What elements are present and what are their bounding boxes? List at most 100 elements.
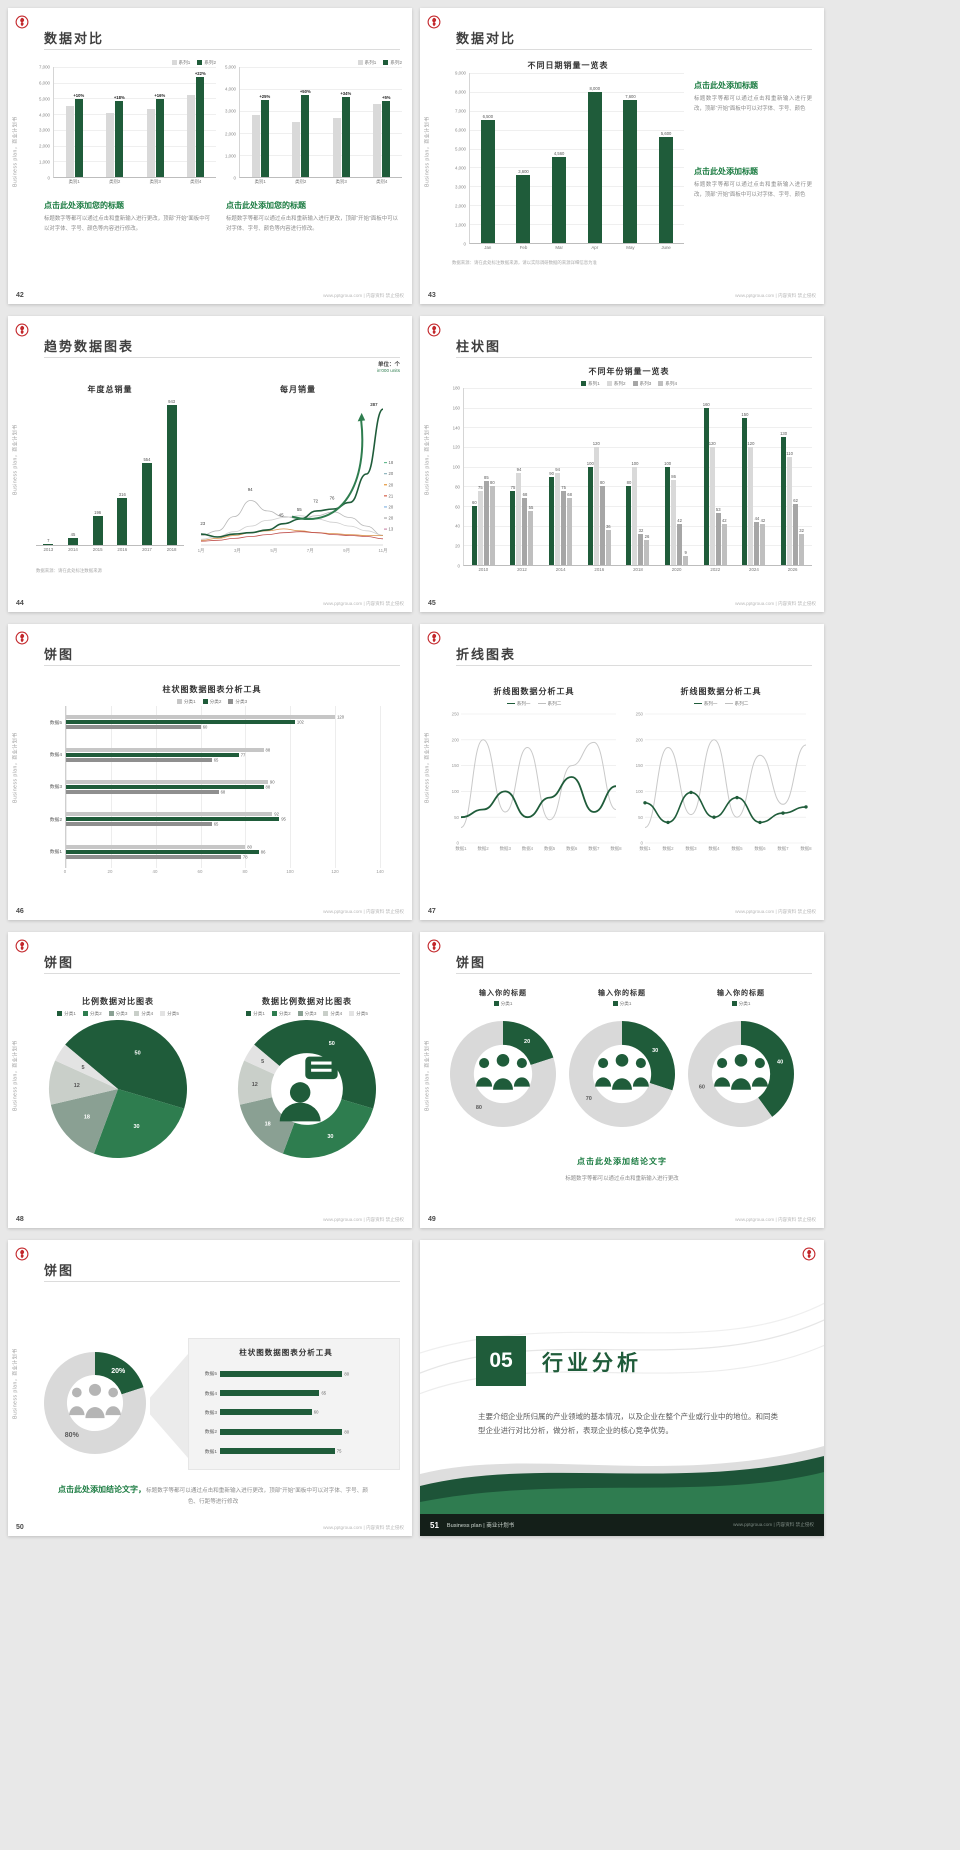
brand-logo-icon [427, 323, 441, 337]
svg-text:数据8: 数据8 [800, 845, 812, 852]
slide-51[interactable]: 05 行业分析 主要介绍企业所归属的产业领域的基本情况，以及企业在整个产业或行业… [420, 1240, 824, 1536]
svg-text:45: 45 [279, 513, 284, 518]
svg-text:20%: 20% [111, 1368, 126, 1375]
svg-text:50: 50 [638, 815, 643, 820]
side-vertical-text: Business plan，商业计划书 [12, 116, 19, 187]
block-heading: 点击此处添加标题 [694, 81, 758, 90]
svg-text:50: 50 [454, 815, 459, 820]
donut-card-title: 输入你的标题 [717, 990, 765, 997]
pie-chart: 比例数据对比图表 分类1 分类2 分类3 分类4 分类5 50 30 18 12 5 [30, 996, 206, 1160]
text-block: 点击此处添加您的标题 标题数字等都可以通过点击和重新输入进行更改，顶部“开始”面… [44, 200, 210, 234]
text-block: 点击此处添加您的标题 标题数字等都可以通过点击和重新输入进行更改，顶部“开始”面… [226, 200, 398, 234]
page-number: 51 [430, 1520, 439, 1530]
analysis-panel: 柱状图数据图表分析工具 数据5 数据4 数据3 数据2 数据1 80 65 60 80 75 [188, 1338, 400, 1470]
side-vertical-text: Business plan，商业计划书 [424, 116, 431, 187]
donut-chart: 数据比例数据对比图表 分类1 分类2 分类3 分类4 分类5 50 30 18 12 5 [214, 996, 400, 1160]
donut-chart: 分类1 40 60 [686, 999, 796, 1140]
brand-logo-icon [802, 1247, 816, 1261]
svg-text:55: 55 [297, 507, 302, 512]
svg-text:18: 18 [265, 1122, 271, 1128]
svg-text:数据1: 数据1 [455, 845, 467, 852]
brand-logo-icon [427, 631, 441, 645]
slide-title: 折线图表 [456, 647, 517, 662]
slide-title: 数据对比 [44, 31, 105, 46]
slide-title: 饼图 [44, 647, 75, 662]
bottom-bar: 51 Business plan | 商业计划书 www.pptgroua.co… [420, 1514, 824, 1536]
page-number: 49 [428, 1216, 436, 1223]
svg-text:数据4: 数据4 [522, 845, 534, 852]
slide-48[interactable]: Business plan，商业计划书 饼图 比例数据对比图表 分类1 分类2 分类3… [8, 932, 412, 1228]
svg-text:5: 5 [81, 1065, 84, 1071]
svg-text:12: 12 [252, 1082, 258, 1088]
brand-logo-icon [15, 631, 29, 645]
svg-text:23: 23 [200, 521, 205, 526]
svg-text:30: 30 [652, 1048, 658, 1054]
grouped-bar-chart: 系列1 系列2 5,000 4,000 3,000 2,000 1,000 0 类别1 +25% 类… [225, 59, 402, 184]
slide-footer: www.pptgroua.com | 内容资料 禁止侵权 [323, 293, 404, 298]
slide-50[interactable]: Business plan，商业计划书 饼图 20% 80% 柱状图数据图表分析工… [8, 1240, 412, 1536]
brand-logo-icon [15, 939, 29, 953]
svg-text:数据1: 数据1 [639, 845, 651, 852]
svg-text:数据3: 数据3 [685, 845, 697, 852]
svg-text:18: 18 [84, 1114, 90, 1120]
unit-line2: in'000 units [376, 368, 400, 373]
svg-text:250: 250 [636, 712, 644, 717]
page-number: 43 [428, 292, 436, 299]
title-divider [456, 357, 812, 358]
svg-text:21: 21 [389, 493, 394, 498]
side-vertical-text: Business plan，商业计划书 [424, 1040, 431, 1111]
block-heading: 点击此处添加您的标题 [226, 201, 306, 210]
slide-43[interactable]: Business plan，商业计划书 数据对比 不同日期销量一览表 9,000 8… [420, 8, 824, 304]
donut-card: 输入你的标题 分类1 40 60 [686, 988, 796, 1140]
svg-text:0: 0 [641, 841, 644, 846]
title-divider [44, 973, 400, 974]
svg-text:数据5: 数据5 [544, 845, 556, 852]
donut-chart: 分类1 20 80 [448, 999, 558, 1140]
slide-44[interactable]: Business plan，商业计划书 趋势数据图表 单位：个 in'000 u… [8, 316, 412, 612]
svg-text:0: 0 [457, 841, 460, 846]
svg-text:30: 30 [133, 1124, 139, 1130]
svg-text:数据6: 数据6 [566, 845, 578, 852]
svg-text:数据7: 数据7 [777, 845, 789, 852]
svg-text:80%: 80% [65, 1432, 80, 1439]
svg-text:数据8: 数据8 [610, 845, 622, 852]
slide-title: 趋势数据图表 [44, 339, 135, 354]
side-vertical-text: Business plan，商业计划书 [12, 732, 19, 803]
conclusion-heading: 点击此处添加结论文字， [58, 1485, 147, 1494]
svg-text:1月: 1月 [198, 548, 205, 554]
slide-footer: www.pptgroua.com | 内容资料 禁止侵权 [735, 601, 816, 606]
unit-note: 单位：个 in'000 units [377, 360, 400, 373]
slide-title: 数据对比 [456, 31, 517, 46]
slide-title: 饼图 [44, 1263, 75, 1278]
side-vertical-text: Business plan，商业计划书 [12, 424, 19, 495]
title-divider [44, 357, 400, 358]
slide-47[interactable]: Business plan，商业计划书 折线图表 折线图数据分析工具 系列一 系列二… [420, 624, 824, 920]
multi-series-bar-chart: 不同年份销量一览表 系列1 系列2 系列3 系列4 180 160 140 120 100 80 60… [446, 366, 812, 574]
block-body: 标题数字等都可以通过点击和重新输入进行更改，顶部“开始”面板中可以对字体、字号、… [44, 216, 210, 232]
slide-footer: www.pptgroua.com | 内容资料 禁止侵权 [323, 601, 404, 606]
svg-text:100: 100 [452, 789, 460, 794]
line-chart: 折线图数据分析工具 系列一 系列二 250 200 150 100 50 0 数据1 数据2 数据3 数… [451, 687, 622, 852]
svg-text:40: 40 [777, 1059, 783, 1065]
title-divider [44, 665, 400, 666]
slide-49[interactable]: Business plan，商业计划书 饼图 输入你的标题 分类1 20 80 输入… [420, 932, 824, 1228]
svg-text:30: 30 [327, 1134, 333, 1140]
slides-grid: Business plan，商业计划书 数据对比 系列1 系列2 7,000 6,00… [8, 8, 824, 1536]
svg-text:70: 70 [586, 1096, 592, 1102]
svg-text:20: 20 [524, 1039, 530, 1045]
slide-42[interactable]: Business plan，商业计划书 数据对比 系列1 系列2 7,000 6,00… [8, 8, 412, 304]
grouped-bar-chart: 系列1 系列2 7,000 6,000 5,000 4,000 3,000 2,000 1,00… [39, 59, 216, 184]
text-block: 点击此处添加标题 标题数字等都可以通过点击和重新输入进行更改，顶部“开始”面板中… [694, 80, 812, 114]
slide-title: 饼图 [44, 955, 75, 970]
slide-45[interactable]: Business plan，商业计划书 柱状图 不同年份销量一览表 系列1 系列2 系… [420, 316, 824, 612]
slide-footer: www.pptgroua.com | 内容资料 禁止侵权 [323, 1525, 404, 1530]
brand-logo-icon [15, 1247, 29, 1261]
svg-text:18: 18 [389, 460, 394, 465]
svg-text:250: 250 [452, 712, 460, 717]
slide-46[interactable]: Business plan，商业计划书 饼图 柱状图数据图表分析工具 分类1 分类2… [8, 624, 412, 920]
donut-chart: 20% 80% [42, 1350, 148, 1456]
svg-text:100: 100 [636, 789, 644, 794]
donut-chart: 分类1 30 70 [567, 999, 677, 1140]
page-number: 48 [16, 1216, 24, 1223]
svg-text:76: 76 [330, 496, 335, 501]
